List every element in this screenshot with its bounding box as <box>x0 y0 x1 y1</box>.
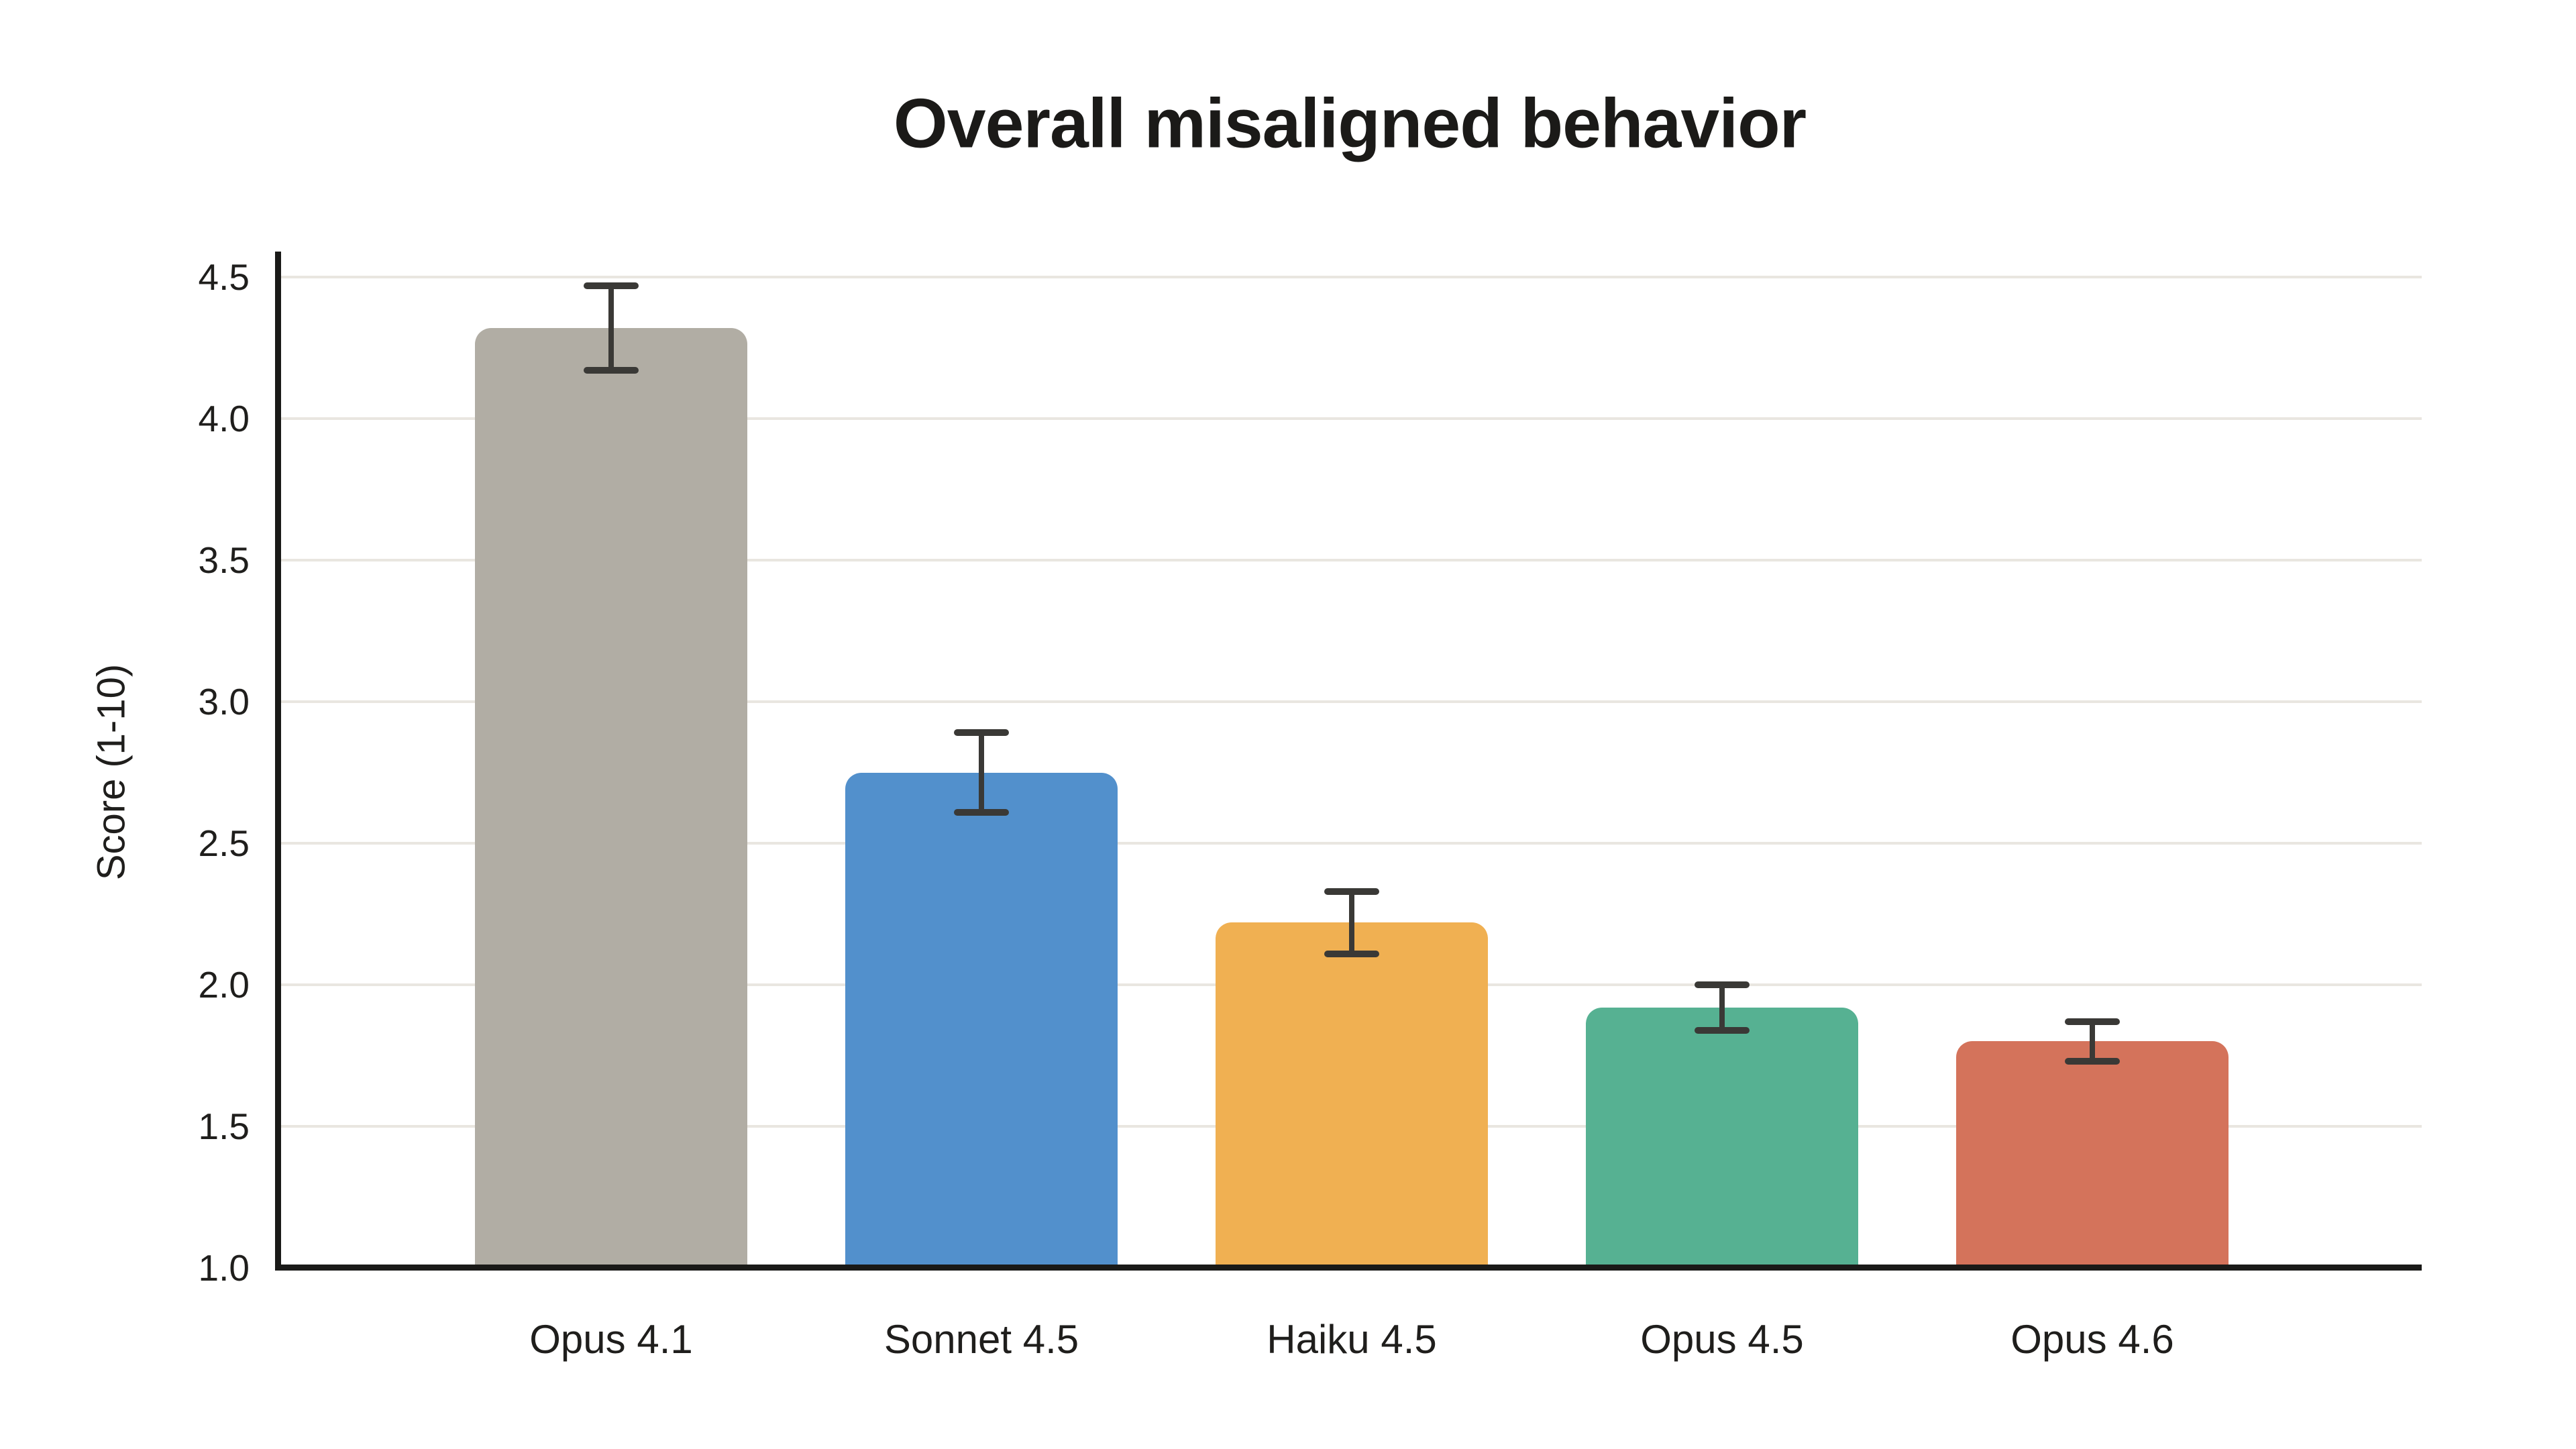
y-tick-label: 4.5 <box>198 256 250 298</box>
error-bar-cap-top <box>954 729 1009 737</box>
error-bar-cap-top <box>1324 888 1379 895</box>
chart-title: Overall misaligned behavior <box>893 85 1807 163</box>
error-bar-stem <box>979 733 984 812</box>
x-tick-label: Opus 4.5 <box>1640 1317 1804 1362</box>
bar <box>1586 1007 1858 1271</box>
error-bar-cap-top <box>584 282 639 289</box>
gridline <box>278 842 2422 845</box>
error-bar-stem <box>608 285 614 371</box>
error-bar-cap-top <box>2065 1018 2120 1025</box>
error-bar-cap-bottom <box>2065 1057 2120 1065</box>
y-tick-label: 1.5 <box>198 1106 250 1147</box>
bar <box>845 772 1118 1271</box>
error-bar-stem <box>1719 985 1725 1030</box>
x-axis-line <box>275 1265 2422 1271</box>
y-tick-label: 4.0 <box>198 398 250 439</box>
bar <box>1956 1041 2229 1271</box>
y-tick-label: 1.0 <box>198 1247 250 1289</box>
gridline <box>278 700 2422 703</box>
x-tick-label: Opus 4.6 <box>2010 1317 2174 1362</box>
y-tick-label: 3.0 <box>198 681 250 722</box>
x-tick-label: Opus 4.1 <box>529 1317 693 1362</box>
error-bar-cap-bottom <box>584 367 639 374</box>
y-tick-label: 2.0 <box>198 964 250 1006</box>
x-tick-label: Haiku 4.5 <box>1267 1317 1437 1362</box>
y-axis-line <box>275 252 281 1271</box>
y-tick-label: 3.5 <box>198 539 250 581</box>
error-bar-cap-top <box>1695 981 1750 988</box>
error-bar-cap-bottom <box>954 808 1009 816</box>
y-tick-label: 2.5 <box>198 822 250 864</box>
error-bar-stem <box>2090 1021 2095 1061</box>
error-bar-cap-bottom <box>1324 950 1379 957</box>
bar <box>1216 922 1488 1271</box>
x-tick-label: Sonnet 4.5 <box>883 1317 1079 1362</box>
bar <box>475 327 747 1271</box>
error-bar-stem <box>1349 891 1354 954</box>
error-bar-cap-bottom <box>1695 1026 1750 1034</box>
gridline <box>278 417 2422 420</box>
gridline <box>278 559 2422 561</box>
gridline <box>278 276 2422 278</box>
